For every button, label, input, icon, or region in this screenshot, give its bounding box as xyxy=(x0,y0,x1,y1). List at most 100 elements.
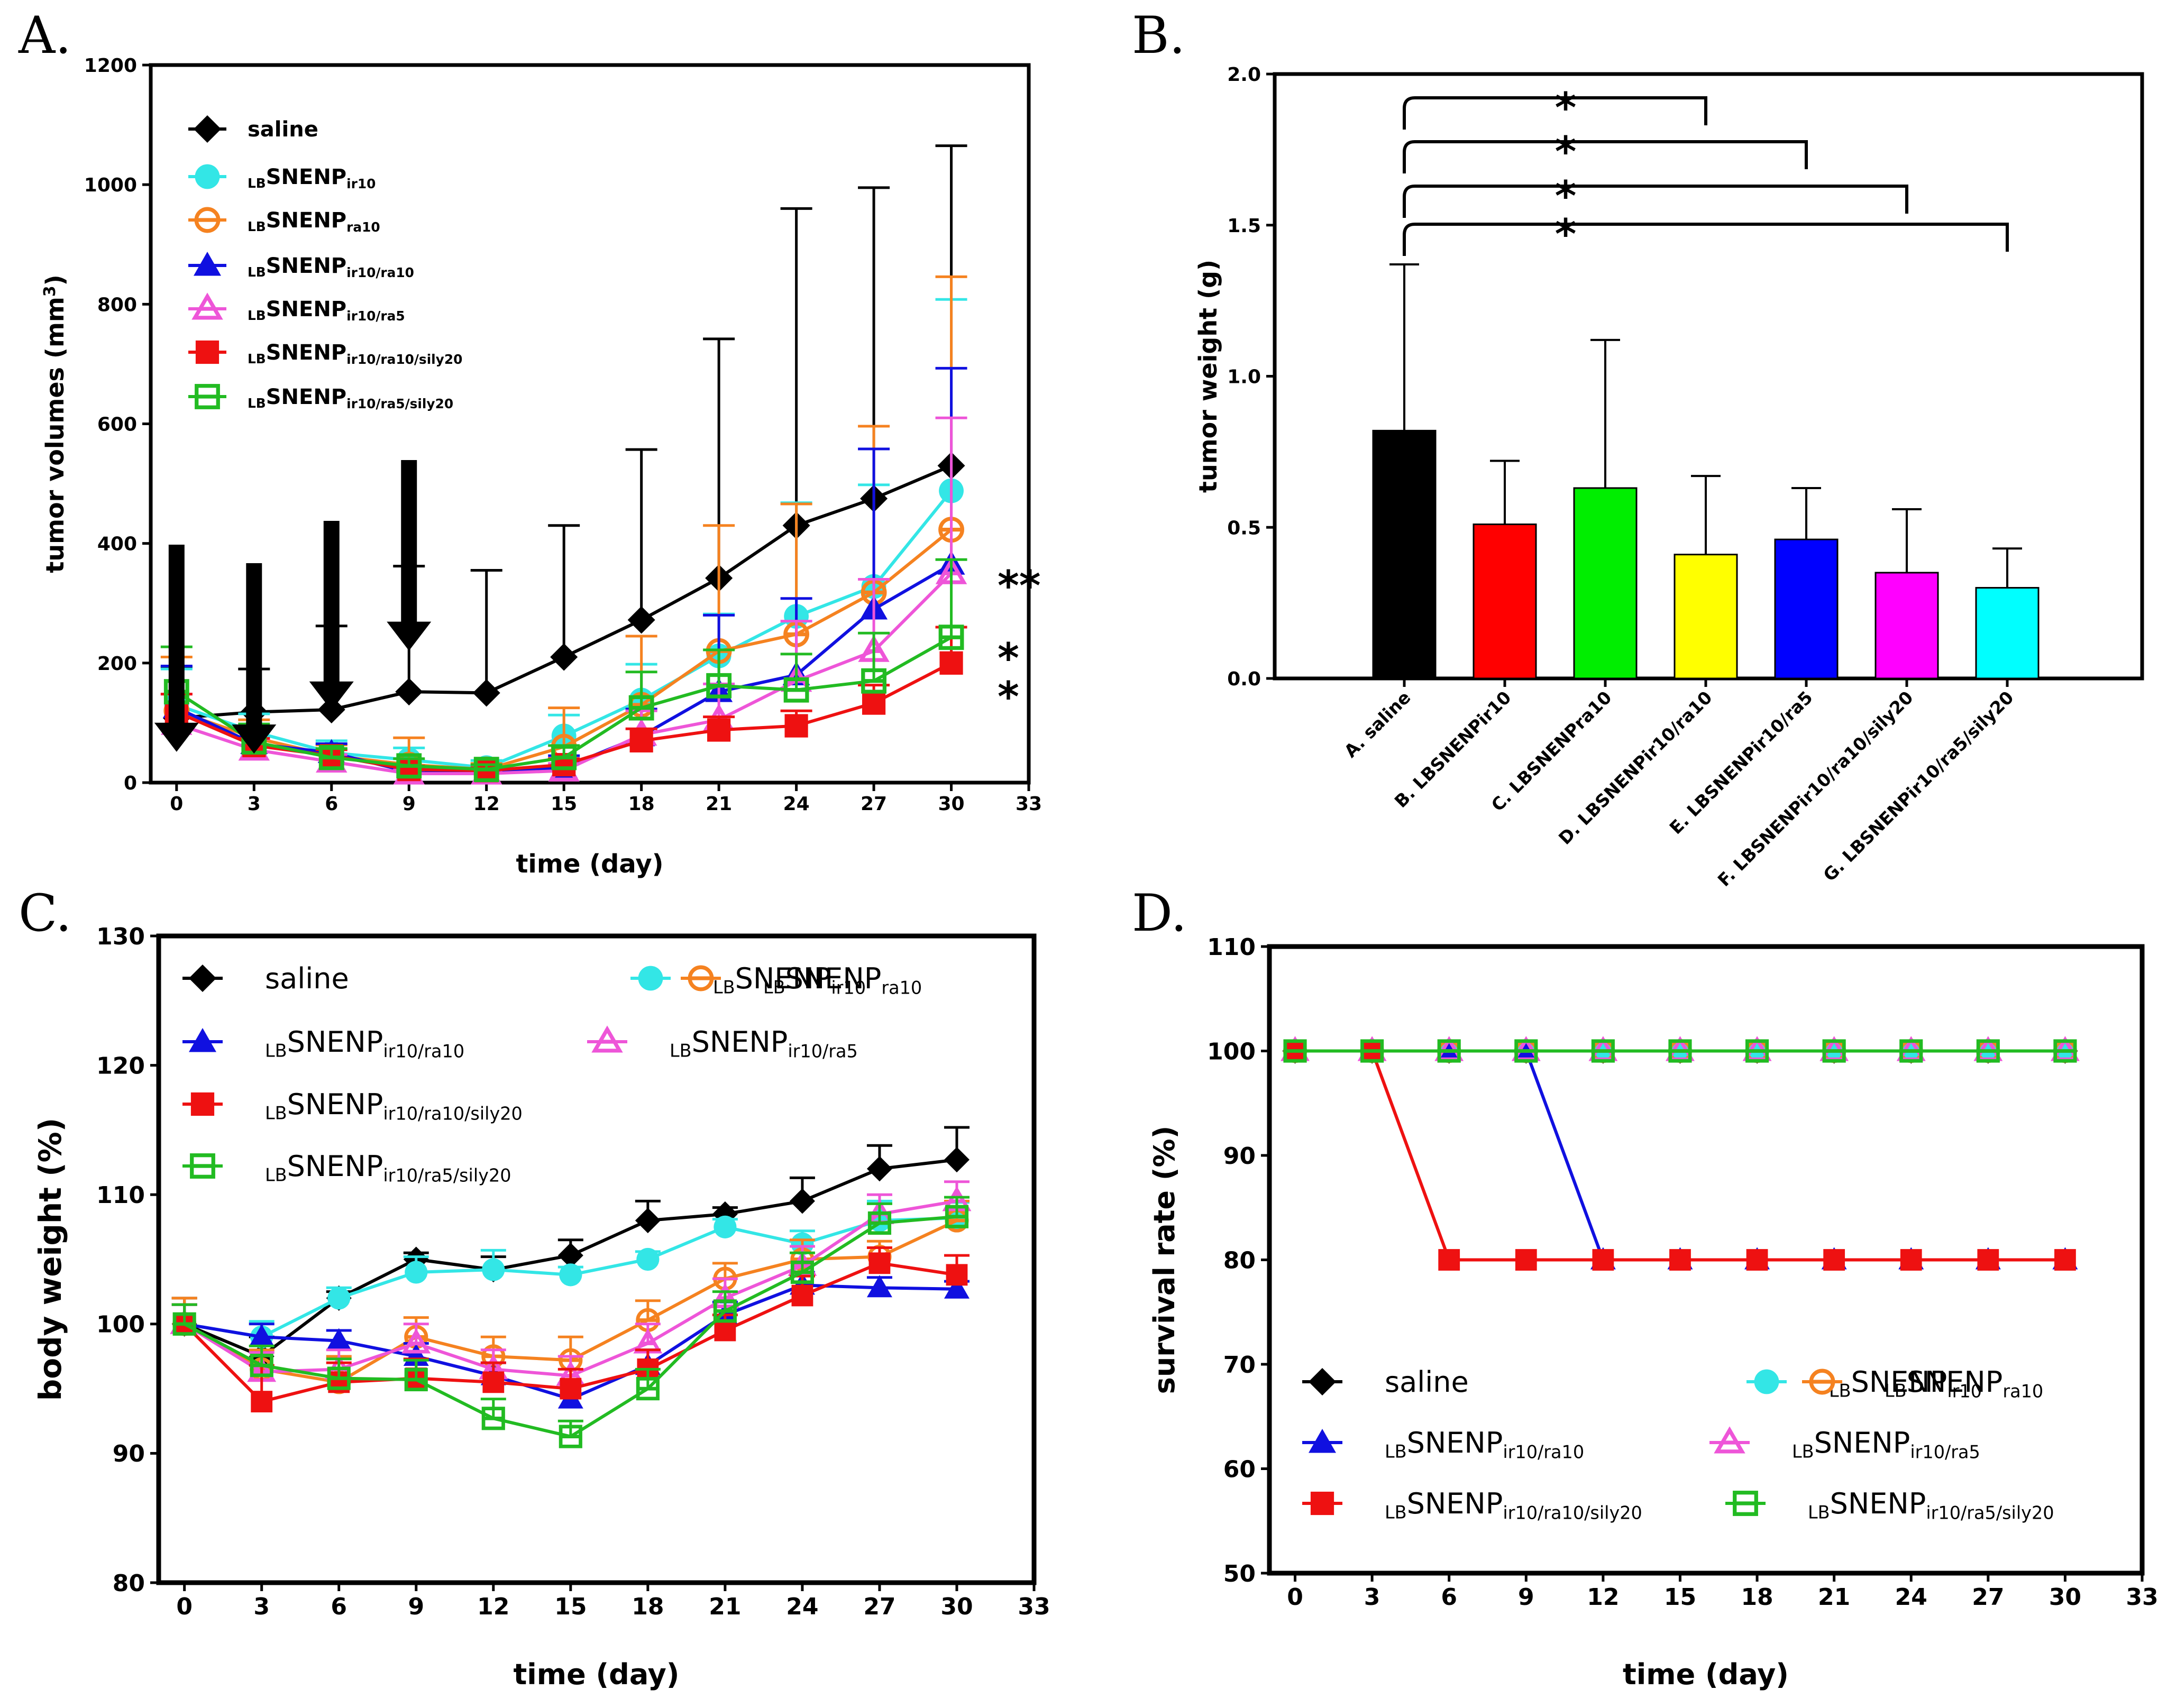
significance-mark: * xyxy=(998,674,1019,721)
legend-label-saline: saline xyxy=(248,117,318,142)
series-ir10ra10sily20 xyxy=(1284,1040,2076,1271)
data-point xyxy=(395,678,423,706)
y-tick-label: 1.5 xyxy=(1227,215,1261,237)
x-tick-label: 18 xyxy=(1741,1584,1773,1611)
data-point xyxy=(1283,1039,1307,1063)
data-point xyxy=(1976,1039,2000,1063)
x-tick-label: 12 xyxy=(1587,1584,1619,1611)
x-tick-label: 30 xyxy=(940,1593,973,1620)
legend-marker-ir10ra10 xyxy=(1309,1429,1336,1453)
data-point xyxy=(868,1252,891,1274)
legend: saline LBSNENPir10 LBSNENPra10 LBSNENPir10/… xyxy=(188,115,462,411)
y-axis-title: tumor weight (g) xyxy=(1194,260,1222,493)
legend-marker-ir10ra5sily20 xyxy=(190,1153,215,1179)
data-point xyxy=(636,1247,660,1271)
series-ir10ra5sily20 xyxy=(171,1196,970,1448)
x-tick-label: F. LBSNENPir10/ra10/sily20 xyxy=(1714,687,1917,890)
legend-marker-ir10ra10sily20 xyxy=(190,1092,215,1116)
data-point xyxy=(784,714,808,738)
panel-label-C: C. xyxy=(19,884,72,943)
x-tick-label: 0 xyxy=(1287,1584,1303,1611)
series-line-ir10ra10sily20 xyxy=(1295,1049,2065,1262)
data-point xyxy=(867,1211,892,1235)
x-tick-label: 27 xyxy=(861,793,887,815)
data-point xyxy=(482,1371,505,1393)
data-point xyxy=(559,1425,582,1448)
data-point xyxy=(1822,1039,1846,1063)
significance-mark: * xyxy=(1555,211,1577,259)
x-tick-label: 30 xyxy=(938,793,964,815)
panel-A: A. 0 3 6 9 12 15 18 21 24 27 30 33 0 200 400 600 800 1000 1… xyxy=(18,6,1042,879)
y-tick-label: 200 xyxy=(97,653,137,675)
y-tick-label: 600 xyxy=(97,414,137,435)
significance-mark: * xyxy=(998,635,1019,683)
series-ir10ra10 xyxy=(1282,1038,2078,1270)
data-point xyxy=(1746,1249,1768,1271)
panel-label-D: D. xyxy=(1132,884,1187,943)
legend-marker-ir10 xyxy=(195,164,220,189)
data-point xyxy=(1977,1249,1999,1271)
y-tick-label: 1.0 xyxy=(1227,366,1261,388)
legend-label-ra10: LBSNENPra10 xyxy=(248,208,380,235)
data-point xyxy=(551,745,577,770)
data-point xyxy=(714,1319,736,1342)
data-point xyxy=(1669,1249,1691,1271)
x-tick-label: 6 xyxy=(325,793,338,815)
data-point xyxy=(791,1284,813,1307)
x-tick-label: 15 xyxy=(1664,1584,1696,1611)
legend-marker-ra10 xyxy=(1809,1369,1835,1395)
y-axis-title: tumor volumes (mm3) xyxy=(41,274,69,573)
legend-label-ir10ra10: LBSNENPir10/ra10 xyxy=(248,254,414,280)
data-point xyxy=(635,1208,661,1234)
data-point xyxy=(944,1276,970,1299)
bar-6 xyxy=(1975,587,2040,679)
x-axis-title: time (day) xyxy=(1623,1658,1789,1691)
legend-marker-ir10ra5sily20 xyxy=(1733,1491,1758,1516)
data-point xyxy=(251,1391,273,1412)
x-tick-label: 21 xyxy=(706,793,732,815)
x-tick-label: 12 xyxy=(477,1593,509,1620)
data-point xyxy=(1899,1039,1923,1063)
x-tick-label: 24 xyxy=(1895,1584,1927,1611)
bar-1 xyxy=(1473,524,1537,679)
data-point xyxy=(250,1353,273,1378)
x-axis-title: time (day) xyxy=(513,1658,679,1691)
data-point xyxy=(2054,1249,2076,1271)
data-point xyxy=(1515,1249,1537,1271)
legend-marker-saline xyxy=(1309,1368,1336,1395)
data-point xyxy=(557,1243,583,1269)
data-point xyxy=(559,1263,582,1287)
y-tick-label: 100 xyxy=(1207,1038,1256,1065)
bar-2 xyxy=(1573,487,1638,679)
x-tick-label: 18 xyxy=(628,793,655,815)
y-tick-label: 80 xyxy=(113,1570,145,1597)
y-axis-title: survival rate (%) xyxy=(1148,1126,1181,1394)
data-point xyxy=(172,1312,196,1336)
panel-label-B: B. xyxy=(1132,6,1185,65)
data-point xyxy=(472,679,500,707)
data-point xyxy=(628,695,654,721)
x-tick-label: 33 xyxy=(2126,1584,2158,1611)
data-point xyxy=(1745,1039,1769,1063)
x-tick-label: 21 xyxy=(1818,1584,1850,1611)
legend-marker-ir10ra5 xyxy=(191,292,223,320)
y-tick-label: 90 xyxy=(113,1440,145,1467)
legend-marker-ir10 xyxy=(638,966,663,991)
data-point xyxy=(939,651,963,675)
series-saline xyxy=(160,144,967,732)
y-axis-title: body weight (%) xyxy=(32,1118,68,1401)
legend-marker-ir10ra5sily20 xyxy=(195,384,220,409)
plot-frame xyxy=(156,933,1037,1585)
data-point xyxy=(1668,1039,1692,1063)
significance-bracket xyxy=(1403,96,1707,130)
data-point xyxy=(629,729,653,752)
legend-label-ir10: LBSNENPir10 xyxy=(248,165,376,191)
data-point xyxy=(327,1287,351,1310)
data-point xyxy=(707,718,731,742)
legend-label-saline: saline xyxy=(1385,1365,1469,1399)
legend-marker-ir10 xyxy=(1754,1369,1779,1394)
y-tick-label: 70 xyxy=(1223,1352,1256,1379)
